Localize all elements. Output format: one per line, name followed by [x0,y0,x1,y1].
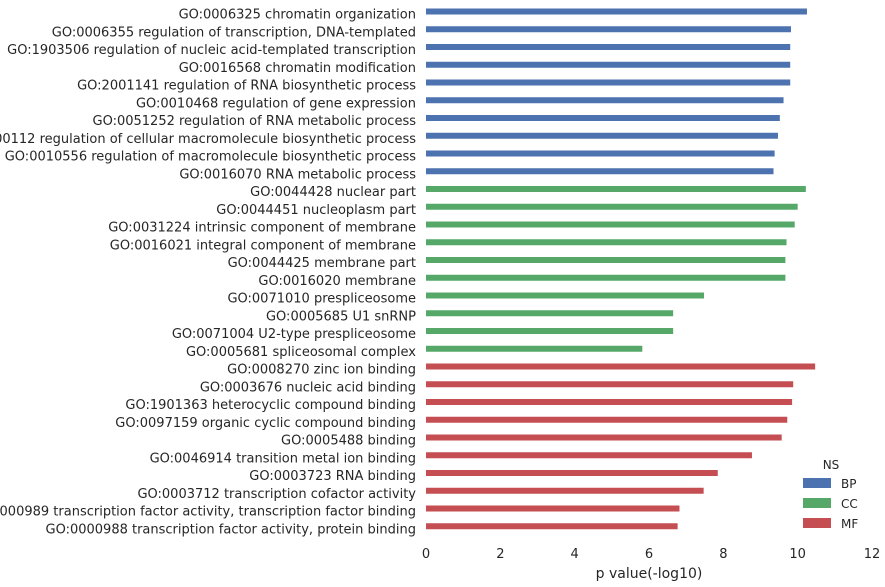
category-label: GO:0005685 U1 snRNP [266,309,416,324]
legend-label: CC [841,497,858,511]
category-label: GO:0000988 transcription factor activity… [46,522,417,537]
bars-layer [426,8,816,530]
category-label: GO:1901363 heterocyclic compound binding [125,398,416,413]
bar-cc [426,345,643,352]
category-label: GO:0016070 RNA metabolic process [179,167,416,182]
bar-mf [426,434,782,441]
bar-mf [426,416,788,423]
bar-mf [426,505,680,512]
legend: NS BP CC MF [803,458,858,531]
bar-cc [426,203,798,210]
x-axis-title: p value(-log10) [596,566,703,582]
category-label: GO:0003723 RNA binding [249,469,416,484]
bar-cc [426,310,674,317]
category-label: GO:0016021 integral component of membran… [110,238,416,253]
bar-mf [426,470,718,476]
legend-item: MF [803,517,858,531]
bar-bp [426,79,791,86]
bar-bp [426,61,791,68]
bar-cc [426,239,787,246]
legend-item: BP [803,477,856,491]
x-tick-label: 0 [422,547,430,562]
category-label: GO:0006355 regulation of transcription, … [52,25,416,40]
bar-cc [426,186,806,192]
category-label: GO:0005681 spliceosomal complex [186,345,416,360]
category-label: GO:0016568 chromatin modification [179,61,416,76]
category-label: GO:0008270 zinc ion binding [227,363,416,378]
category-label: GO:0046914 transition metal ion binding [150,451,416,466]
legend-swatch [803,498,831,508]
legend-label: BP [841,477,856,491]
category-label: GO:0071010 prespliceosome [227,292,416,307]
category-label: GO:0031224 intrinsic component of membra… [108,221,416,236]
category-label: GO:0006325 chromatin organization [179,8,416,23]
category-label: GO:1903506 regulation of nucleic acid-te… [7,43,416,58]
x-tick-label: 4 [571,547,579,562]
bar-mf [426,363,816,370]
bar-bp [426,44,791,50]
bar-bp [426,26,791,33]
category-label: GO:0051252 regulation of RNA metabolic p… [93,114,417,129]
category-label: GO:0003712 transcription cofactor activi… [137,487,416,502]
category-label: GO:0044425 membrane part [228,256,416,271]
legend-label: MF [841,517,858,531]
x-tick-label: 2 [496,547,504,562]
bar-bp [426,8,807,15]
bar-bp [426,97,784,104]
category-label: GO:0071004 U2-type prespliceosome [172,327,416,342]
bar-bp [426,150,775,157]
bar-bp [426,132,778,139]
x-axis-ticks: 0 2 4 6 8 10 12 [422,547,880,562]
bar-mf [426,452,752,459]
category-label: GO:2000112 regulation of cellular macrom… [0,132,416,147]
category-label: GO:0005488 binding [281,434,416,449]
category-label: GO:0003676 nucleic acid binding [200,380,416,395]
bar-mf [426,487,704,494]
category-label: GO:0000989 transcription factor activity… [0,505,416,520]
category-label: GO:0010556 regulation of macromolecule b… [5,150,416,165]
legend-swatch [803,518,831,528]
category-label: GO:0016020 membrane [258,274,416,289]
category-labels: GO:0006325 chromatin organization GO:0006… [0,8,416,538]
bar-mf [426,399,793,405]
category-label: GO:0044451 nucleoplasm part [216,203,416,218]
bar-mf [426,523,678,530]
x-tick-label: 12 [864,547,881,562]
x-tick-label: 8 [719,547,727,562]
bar-mf [426,381,794,388]
x-tick-label: 10 [789,547,806,562]
category-label: GO:0010468 regulation of gene expression [136,96,416,111]
bar-bp [426,168,774,175]
legend-title: NS [823,458,840,472]
legend-item: CC [803,497,858,511]
x-tick-label: 6 [645,547,653,562]
bar-cc [426,221,795,228]
bar-cc [426,257,786,263]
category-label: GO:2001141 regulation of RNA biosyntheti… [77,79,416,94]
bar-cc [426,274,786,281]
category-label: GO:0097159 organic cyclic compound bindi… [115,416,416,431]
category-label: GO:0044428 nuclear part [250,185,416,200]
legend-items: BP CC MF [803,477,858,531]
bar-cc [426,292,705,299]
bar-bp [426,115,780,121]
legend-swatch [803,478,831,488]
bar-cc [426,328,674,334]
